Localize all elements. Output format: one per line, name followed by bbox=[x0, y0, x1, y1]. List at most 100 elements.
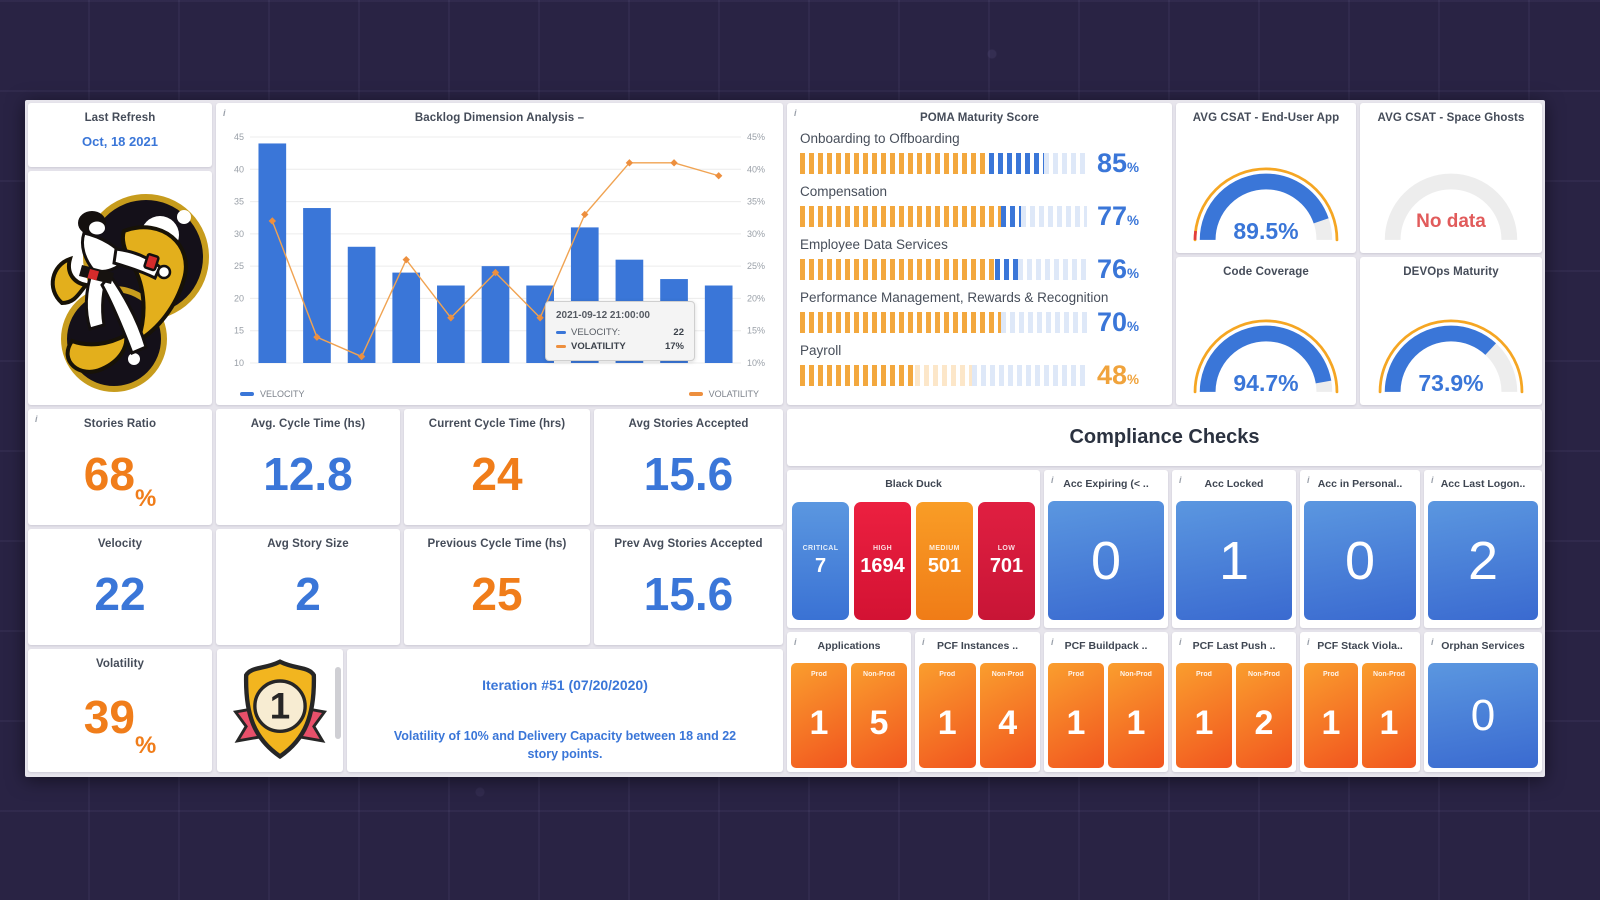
info-icon[interactable]: i bbox=[1179, 637, 1182, 647]
acc-locked-tile[interactable]: 1 bbox=[1176, 501, 1292, 620]
poma-row: Employee Data Services 76% bbox=[800, 237, 1140, 284]
kpi-stories-ratio: i Stories Ratio 68% bbox=[28, 409, 212, 525]
svg-text:35: 35 bbox=[234, 197, 244, 207]
dashboard: Last Refresh Oct, 18 2021 i Back bbox=[25, 100, 1545, 777]
iteration-title: Iteration #51 (07/20/2020) bbox=[482, 677, 648, 693]
iteration-body: Volatility of 10% and Delivery Capacity … bbox=[393, 729, 737, 762]
kpi-current-cycle-time: Current Cycle Time (hrs) 24 bbox=[404, 409, 590, 525]
legend-item-volatility[interactable]: VOLATILITY bbox=[688, 389, 759, 399]
info-icon[interactable]: i bbox=[922, 637, 925, 647]
csat-spaceghosts-gauge: No data bbox=[1372, 161, 1530, 247]
poma-row: Compensation 77% bbox=[800, 184, 1140, 231]
svg-text:20: 20 bbox=[234, 293, 244, 303]
last-refresh-panel: Last Refresh Oct, 18 2021 bbox=[28, 103, 212, 167]
applications-panel: i Applications Prod 1 Non-Prod 5 bbox=[787, 632, 911, 772]
svg-text:25: 25 bbox=[234, 261, 244, 271]
compliance-header-panel: Compliance Checks bbox=[787, 409, 1542, 466]
svg-text:10: 10 bbox=[234, 358, 244, 368]
acc-expiring-panel: i Acc Expiring (< .. 0 bbox=[1044, 470, 1168, 628]
black-duck-title: Black Duck bbox=[885, 478, 942, 490]
poma-bar bbox=[800, 312, 1087, 333]
blackduck-medium-tile[interactable]: MEDIUM 501 bbox=[916, 502, 973, 620]
info-icon[interactable]: i bbox=[1431, 637, 1434, 647]
poma-bar bbox=[800, 206, 1087, 227]
space-ghost-illustration bbox=[50, 194, 209, 392]
svg-text:45: 45 bbox=[234, 132, 244, 142]
svg-text:35%: 35% bbox=[747, 197, 765, 207]
velocity-swatch-icon bbox=[240, 392, 254, 396]
orphan-services-panel: i Orphan Services 0 bbox=[1424, 632, 1542, 772]
csat-enduser-gauge: 89.5% bbox=[1187, 161, 1345, 247]
pcf-last-push-prod-tile[interactable]: Prod 1 bbox=[1176, 663, 1232, 768]
no-data-label: No data bbox=[1416, 211, 1486, 232]
info-icon[interactable]: i bbox=[35, 414, 38, 424]
pcf-instances-nonprod-tile[interactable]: Non-Prod 4 bbox=[979, 663, 1036, 768]
info-icon[interactable]: i bbox=[1431, 475, 1434, 485]
velocity-volatility-chart[interactable]: 10 10% 15 15% 20 20% 25 25% 30 30% 35 35% 40 40% 45 45% bbox=[220, 129, 779, 375]
compliance-title: Compliance Checks bbox=[1069, 426, 1260, 448]
black-duck-panel: Black Duck CRITICAL 7 HIGH 1694 MEDIUM 5… bbox=[787, 470, 1040, 628]
last-refresh-date: Oct, 18 2021 bbox=[82, 134, 158, 149]
acc-expiring-tile[interactable]: 0 bbox=[1048, 501, 1164, 620]
svg-text:40: 40 bbox=[234, 164, 244, 174]
last-refresh-title: Last Refresh bbox=[84, 112, 156, 124]
pcf-stack-nonprod-tile[interactable]: Non-Prod 1 bbox=[1362, 663, 1416, 768]
legend-item-velocity[interactable]: VELOCITY bbox=[240, 389, 305, 399]
svg-text:30: 30 bbox=[234, 229, 244, 239]
info-icon[interactable]: i bbox=[794, 108, 797, 118]
svg-text:30%: 30% bbox=[747, 229, 765, 239]
pcf-buildpack-prod-tile[interactable]: Prod 1 bbox=[1048, 663, 1104, 768]
backlog-chart-title[interactable]: Backlog Dimension Analysis – bbox=[414, 112, 585, 124]
blackduck-low-tile[interactable]: LOW 701 bbox=[978, 502, 1035, 620]
svg-text:40%: 40% bbox=[747, 164, 765, 174]
poma-row: Performance Management, Rewards & Recogn… bbox=[800, 290, 1140, 337]
chart-tooltip: 2021-09-12 21:00:00 VELOCITY: 22 VOLATIL… bbox=[545, 301, 695, 361]
svg-text:10%: 10% bbox=[747, 358, 765, 368]
devops-maturity-gauge: 73.9% bbox=[1372, 313, 1530, 399]
pcf-instances-prod-tile[interactable]: Prod 1 bbox=[919, 663, 976, 768]
volatility-swatch-icon bbox=[688, 392, 703, 396]
gauge-panel-code-coverage: Code Coverage 94.7% bbox=[1176, 257, 1356, 405]
kpi-prev-avg-stories-accepted: Prev Avg Stories Accepted 15.6 bbox=[594, 529, 783, 645]
svg-text:20%: 20% bbox=[747, 293, 765, 303]
tooltip-velocity-row: VELOCITY: 22 bbox=[556, 327, 684, 338]
info-icon[interactable]: i bbox=[223, 108, 226, 118]
poma-title: POMA Maturity Score bbox=[919, 112, 1040, 124]
velocity-swatch-icon bbox=[556, 331, 566, 334]
backlog-chart-panel: i Backlog Dimension Analysis – 10 10% 15 15… bbox=[216, 103, 783, 405]
applications-prod-tile[interactable]: Prod 1 bbox=[791, 663, 847, 768]
info-icon[interactable]: i bbox=[794, 637, 797, 647]
acc-in-personal-panel: i Acc in Personal.. 0 bbox=[1300, 470, 1420, 628]
space-ghost-panel bbox=[28, 171, 212, 405]
blackduck-high-tile[interactable]: HIGH 1694 bbox=[854, 502, 911, 620]
poma-row: Payroll 48% bbox=[800, 343, 1140, 390]
info-icon[interactable]: i bbox=[1179, 475, 1182, 485]
rank-badge-icon: 1 bbox=[232, 659, 328, 760]
tooltip-volatility-row: VOLATILITY 17% bbox=[556, 341, 684, 352]
iteration-note-panel: Iteration #51 (07/20/2020) Volatility of… bbox=[347, 649, 783, 772]
acc-last-logon-panel: i Acc Last Logon.. 2 bbox=[1424, 470, 1542, 628]
scrollbar[interactable] bbox=[335, 667, 341, 739]
acc-in-personal-tile[interactable]: 0 bbox=[1304, 501, 1416, 620]
poma-row: Onboarding to Offboarding 85% bbox=[800, 131, 1140, 178]
kpi-previous-cycle-time: Previous Cycle Time (hs) 25 bbox=[404, 529, 590, 645]
orphan-services-tile[interactable]: 0 bbox=[1428, 663, 1538, 768]
acc-last-logon-tile[interactable]: 2 bbox=[1428, 501, 1538, 620]
pcf-last-push-nonprod-tile[interactable]: Non-Prod 2 bbox=[1236, 663, 1292, 768]
info-icon[interactable]: i bbox=[1307, 475, 1310, 485]
tooltip-date: 2021-09-12 21:00:00 bbox=[556, 310, 650, 321]
gauge-panel-csat-spaceghosts: AVG CSAT - Space Ghosts No data bbox=[1360, 103, 1542, 253]
kpi-avg-cycle-time: Avg. Cycle Time (hs) 12.8 bbox=[216, 409, 400, 525]
pcf-stack-prod-tile[interactable]: Prod 1 bbox=[1304, 663, 1358, 768]
applications-nonprod-tile[interactable]: Non-Prod 5 bbox=[851, 663, 907, 768]
info-icon[interactable]: i bbox=[1051, 637, 1054, 647]
svg-text:15%: 15% bbox=[747, 326, 765, 336]
info-icon[interactable]: i bbox=[1307, 637, 1310, 647]
badge-panel: 1 bbox=[217, 649, 343, 772]
pcf-buildpack-nonprod-tile[interactable]: Non-Prod 1 bbox=[1108, 663, 1164, 768]
info-icon[interactable]: i bbox=[1051, 475, 1054, 485]
blackduck-critical-tile[interactable]: CRITICAL 7 bbox=[792, 502, 849, 620]
svg-text:45%: 45% bbox=[747, 132, 765, 142]
pcf-instances-panel: i PCF Instances .. Prod 1 Non-Prod 4 bbox=[915, 632, 1040, 772]
